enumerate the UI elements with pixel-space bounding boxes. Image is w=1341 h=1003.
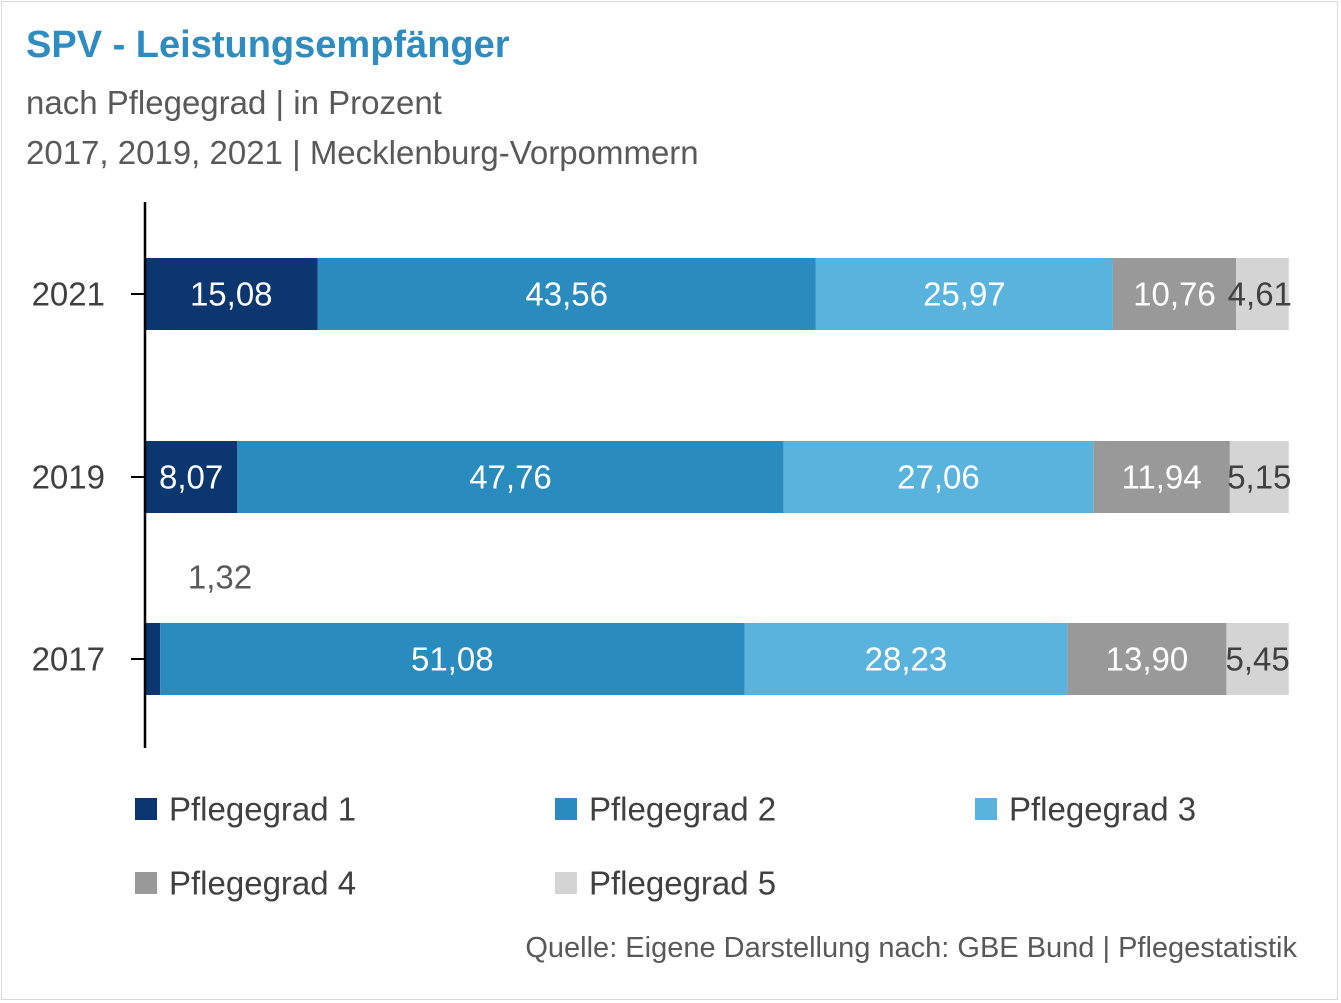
y-tick-label-2021: 2021: [32, 276, 105, 313]
data-label-2017-pflegegrad-2: 51,08: [411, 641, 494, 678]
bar-2019-pflegegrad-2: [237, 441, 784, 513]
bars-layer: 15,08 43,56 25,97 10,76 4,61 8,07 47,76 27,06 11…: [145, 258, 1292, 695]
legend-label-pflegegrad-5: Pflegegrad 5: [589, 865, 776, 902]
bar-2021-pflegegrad-1: [145, 258, 318, 330]
bar-2019-pflegegrad-1: [145, 441, 238, 513]
legend-item-pflegegrad-3: Pflegegrad 3: [975, 791, 1196, 828]
legend-swatch-pflegegrad-5: [555, 872, 577, 894]
legend-label-pflegegrad-2: Pflegegrad 2: [589, 791, 776, 828]
legend-item-pflegegrad-4: Pflegegrad 4: [135, 865, 356, 902]
y-tick-label-2017: 2017: [32, 641, 105, 678]
chart-subtitle-line1: nach Pflegegrad | in Prozent: [26, 84, 442, 121]
chart-title: SPV - Leistungsempfänger: [26, 24, 510, 66]
data-label-2021-pflegegrad-2: 43,56: [525, 276, 608, 313]
legend-item-pflegegrad-5: Pflegegrad 5: [555, 865, 776, 902]
bar-2017-pflegegrad-5: [1226, 623, 1289, 695]
data-label-2017-pflegegrad-4: 13,90: [1106, 641, 1189, 678]
legend-label-pflegegrad-4: Pflegegrad 4: [169, 865, 356, 902]
bar-2017-pflegegrad-3: [744, 623, 1068, 695]
data-label-2017-pflegegrad-1: 1,32: [188, 559, 252, 596]
legend: Pflegegrad 1 Pflegegrad 2 Pflegegrad 3 Pfle…: [135, 791, 1196, 902]
legend-swatch-pflegegrad-3: [975, 798, 997, 820]
data-label-2021-pflegegrad-1: 15,08: [190, 276, 273, 313]
bar-2019-pflegegrad-3: [783, 441, 1094, 513]
bar-2017-pflegegrad-1: [145, 623, 161, 695]
data-label-2021-pflegegrad-5: 4,61: [1228, 276, 1292, 313]
bar-2019-pflegegrad-4: [1093, 441, 1230, 513]
legend-swatch-pflegegrad-4: [135, 872, 157, 894]
y-axis: 2021 2019 2017: [32, 202, 147, 748]
chart-subtitle-line2: 2017, 2019, 2021 | Mecklenburg-Vorpommer…: [26, 134, 699, 171]
bar-2021-pflegegrad-5: [1236, 258, 1289, 330]
data-label-2019-pflegegrad-5: 5,15: [1227, 459, 1291, 496]
bar-2017-pflegegrad-2: [160, 623, 745, 695]
data-label-2019-pflegegrad-3: 27,06: [897, 459, 980, 496]
data-label-2021-pflegegrad-3: 25,97: [923, 276, 1006, 313]
data-label-2019-pflegegrad-4: 11,94: [1121, 459, 1201, 496]
bar-2021-pflegegrad-2: [317, 258, 816, 330]
legend-swatch-pflegegrad-1: [135, 798, 157, 820]
data-label-2019-pflegegrad-2: 47,76: [469, 459, 552, 496]
bar-2021-pflegegrad-3: [815, 258, 1113, 330]
data-label-2017-pflegegrad-3: 28,23: [865, 641, 948, 678]
legend-item-pflegegrad-1: Pflegegrad 1: [135, 791, 356, 828]
legend-swatch-pflegegrad-2: [555, 798, 577, 820]
data-label-2017-pflegegrad-5: 5,45: [1225, 641, 1289, 678]
legend-label-pflegegrad-1: Pflegegrad 1: [169, 791, 356, 828]
data-label-2021-pflegegrad-4: 10,76: [1133, 276, 1216, 313]
legend-item-pflegegrad-2: Pflegegrad 2: [555, 791, 776, 828]
bar-2019-pflegegrad-5: [1229, 441, 1289, 513]
source-note: Quelle: Eigene Darstellung nach: GBE Bun…: [525, 932, 1297, 964]
bar-2021-pflegegrad-4: [1112, 258, 1237, 330]
data-label-2019-pflegegrad-1: 8,07: [159, 459, 223, 496]
bar-2017-pflegegrad-4: [1067, 623, 1227, 695]
legend-label-pflegegrad-3: Pflegegrad 3: [1009, 791, 1196, 828]
y-tick-label-2019: 2019: [32, 459, 105, 496]
